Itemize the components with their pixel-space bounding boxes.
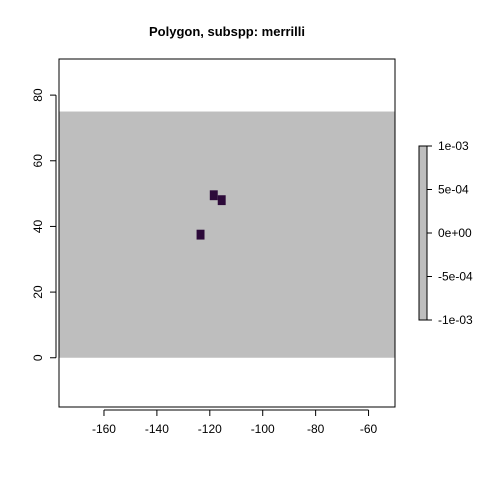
y-tick-label: 0 [31, 354, 45, 361]
raster-background [59, 112, 395, 358]
x-tick-label: -160 [92, 422, 116, 436]
y-tick-label: 20 [31, 285, 45, 299]
colorbar-tick-label: -1e-03 [438, 313, 473, 327]
y-tick-label: 80 [31, 88, 45, 102]
colorbar-tick-label: 5e-04 [438, 183, 469, 197]
x-tick-label: -60 [360, 422, 378, 436]
y-tick-label: 40 [31, 219, 45, 233]
colorbar-bar [419, 146, 427, 320]
raster-cell [197, 230, 205, 240]
raster-cell [218, 195, 226, 205]
x-tick-label: -80 [307, 422, 325, 436]
y-axis: 0 20 40 60 80 [31, 88, 56, 361]
colorbar-tick-label: 1e-03 [438, 139, 469, 153]
x-tick-label: -120 [198, 422, 222, 436]
colorbar-tick-label: -5e-04 [438, 270, 473, 284]
colorbar-tick-label: 0e+00 [438, 226, 472, 240]
x-tick-label: -100 [251, 422, 275, 436]
x-tick-label: -140 [145, 422, 169, 436]
raster-cell [210, 190, 218, 200]
colorbar: 1e-03 5e-04 0e+00 -5e-04 -1e-03 [419, 139, 473, 327]
x-axis: -160 -140 -120 -100 -80 -60 [92, 410, 378, 436]
y-tick-label: 60 [31, 154, 45, 168]
chart-title: Polygon, subspp: merrilli [149, 24, 305, 39]
